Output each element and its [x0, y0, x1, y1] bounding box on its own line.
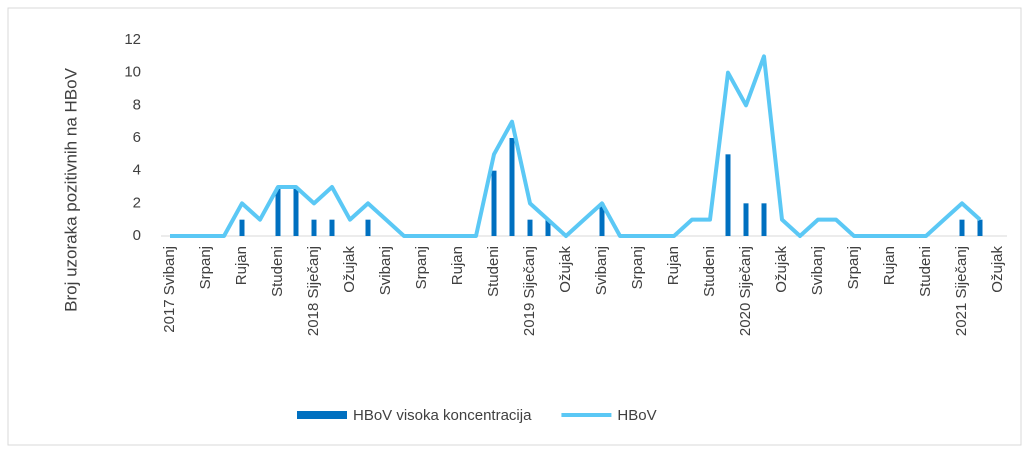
bar — [365, 219, 371, 236]
x-tick-label: Srpanj — [845, 246, 862, 289]
x-tick-label: Ožujak — [341, 246, 358, 293]
x-tick-label: 2019 Siječanj — [521, 246, 538, 336]
x-tick-label: 2021 Siječanj — [953, 246, 970, 336]
bar — [977, 219, 983, 236]
bar — [491, 170, 497, 236]
bar — [725, 154, 731, 236]
x-tick-label: Srpanj — [413, 246, 430, 289]
bar — [743, 203, 749, 236]
bar — [329, 219, 335, 236]
legend-label: HBoV visoka koncentracija — [353, 407, 532, 424]
legend-label: HBoV — [617, 407, 656, 424]
y-tick-label: 0 — [133, 227, 141, 244]
x-tick-label: Svibanj — [809, 246, 826, 295]
y-tick-label: 10 — [124, 64, 141, 81]
x-tick-label: Studeni — [485, 246, 502, 297]
x-tick-label: Svibanj — [377, 246, 394, 295]
x-tick-label: Ožujak — [773, 246, 790, 293]
y-tick-label: 8 — [133, 96, 141, 113]
x-tick-label: Rujan — [881, 246, 898, 285]
y-tick-label: 6 — [133, 129, 141, 146]
bar — [239, 219, 245, 236]
bar — [599, 203, 605, 236]
bar — [545, 219, 551, 236]
bar — [959, 219, 965, 236]
bar — [275, 187, 281, 236]
x-tick-label: Studeni — [917, 246, 934, 297]
bar — [527, 219, 533, 236]
y-tick-label: 2 — [133, 194, 141, 211]
x-tick-label: Rujan — [449, 246, 466, 285]
bar — [293, 187, 299, 236]
x-tick-label: Srpanj — [197, 246, 214, 289]
x-tick-label: Rujan — [233, 246, 250, 285]
x-tick-label: 2020 Siječanj — [737, 246, 754, 336]
x-tick-label: Ožujak — [989, 246, 1006, 293]
x-tick-label: 2017 Svibanj — [161, 246, 178, 333]
x-tick-label: Srpanj — [629, 246, 646, 289]
line — [170, 54, 982, 238]
y-axis-title: Broj uzoraka pozitivnih na HBoV — [61, 67, 80, 311]
x-tick-label: Rujan — [665, 246, 682, 285]
x-tick-label: Svibanj — [593, 246, 610, 295]
x-tick-label: Studeni — [701, 246, 718, 297]
y-tick-label: 4 — [133, 162, 141, 179]
x-tick-label: Ožujak — [557, 246, 574, 293]
legend-swatch — [297, 411, 347, 419]
y-tick-label: 12 — [124, 31, 141, 48]
bar — [311, 219, 317, 236]
bar — [761, 203, 767, 236]
bar — [509, 138, 515, 236]
x-tick-label: 2018 Siječanj — [305, 246, 322, 336]
x-tick-label: Studeni — [269, 246, 286, 297]
